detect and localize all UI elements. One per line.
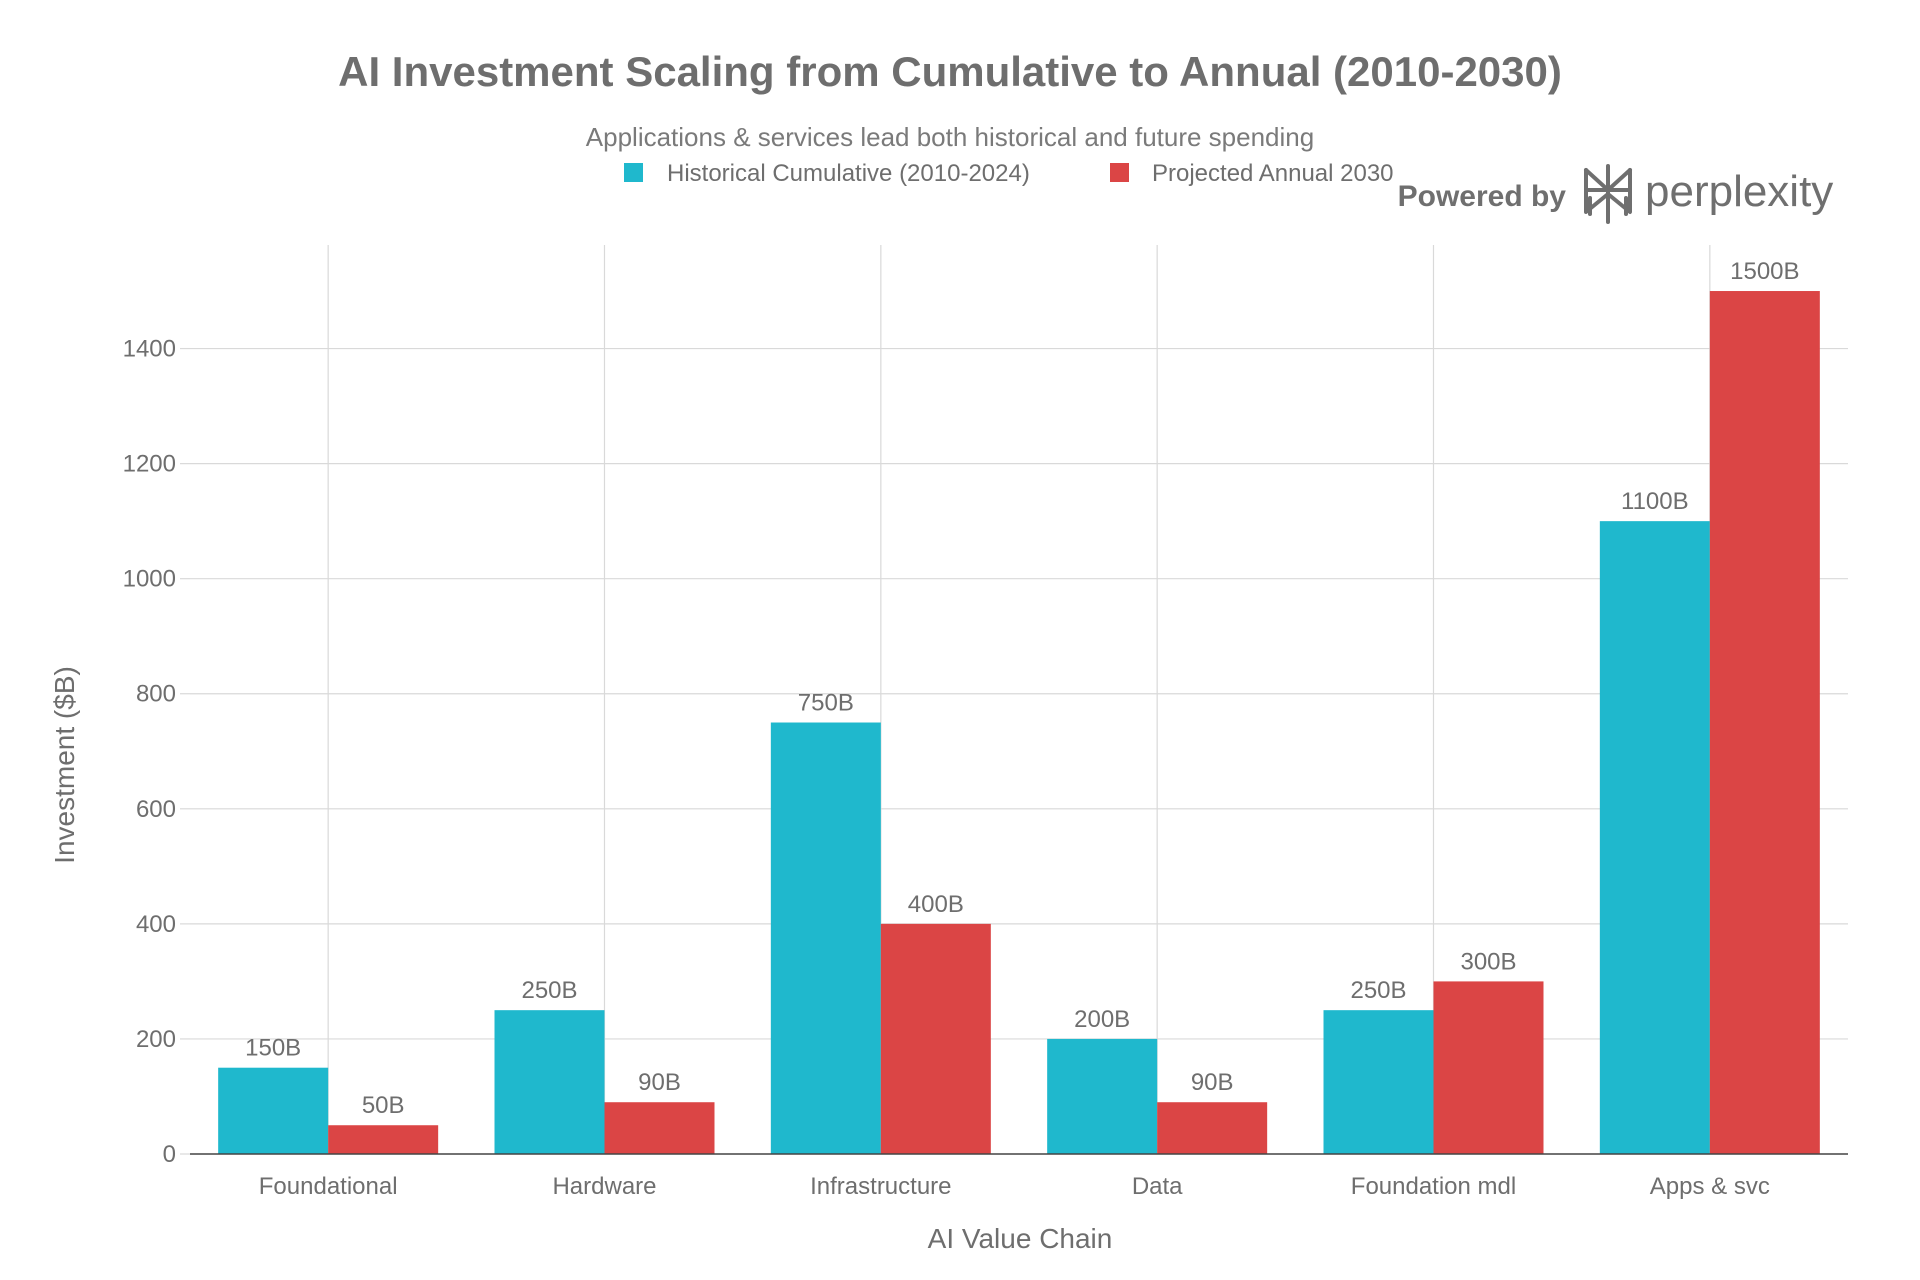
legend-label-projected: Projected Annual 2030 [1152, 160, 1394, 187]
bar-projected [604, 1102, 715, 1154]
bar-projected [880, 923, 991, 1154]
y-tick-label: 1400 [123, 336, 176, 363]
bar-historical [218, 1067, 329, 1154]
x-tick-label: Foundational [259, 1173, 398, 1200]
data-labels: 150B 50B 250B 90B 750B 400B 200B 90B 250B 300B 110… [245, 258, 1799, 1119]
x-tick-label: Data [1132, 1173, 1183, 1200]
y-tick-label: 1000 [123, 566, 176, 593]
data-label: 400B [908, 891, 964, 918]
data-label: 750B [798, 690, 854, 717]
bar-historical [1323, 1010, 1434, 1154]
bars [218, 291, 1820, 1154]
data-label: 1500B [1730, 258, 1799, 285]
legend-label-historical: Historical Cumulative (2010-2024) [667, 160, 1030, 187]
y-tick-label: 1200 [123, 451, 176, 478]
x-tick-label: Apps & svc [1650, 1173, 1770, 1200]
x-tick-label: Infrastructure [810, 1173, 951, 1200]
data-label: 200B [1074, 1006, 1130, 1033]
horizontal-gridlines [190, 347, 1848, 1040]
bar-projected [1157, 1102, 1268, 1154]
legend: Historical Cumulative (2010-2024) Projec… [624, 160, 1394, 187]
perplexity-brand-name: perplexity [1645, 167, 1833, 216]
legend-swatch-projected [1110, 163, 1129, 182]
chart-title: AI Investment Scaling from Cumulative to… [338, 48, 1562, 95]
data-label: 1100B [1621, 488, 1689, 515]
bar-historical [1047, 1038, 1158, 1154]
x-axis-ticks: Foundational Hardware Infrastructure Data Fo… [259, 1173, 1770, 1200]
y-tick-label: 200 [136, 1026, 176, 1053]
data-label: 150B [245, 1035, 301, 1062]
x-axis-title: AI Value Chain [928, 1223, 1113, 1254]
bar-historical [770, 722, 881, 1154]
perplexity-logo-icon [1584, 164, 1632, 224]
data-label: 300B [1460, 948, 1516, 975]
data-label: 90B [638, 1069, 681, 1096]
bar-projected [328, 1125, 439, 1154]
x-tick-label: Foundation mdl [1351, 1173, 1516, 1200]
y-axis-ticks: 0 200 400 600 800 1000 1200 1400 [123, 336, 190, 1168]
powered-by-perplexity: Powered by perplexity [1398, 164, 1833, 224]
y-axis-title: Investment ($B) [49, 666, 80, 864]
powered-by-text: Powered by [1398, 180, 1567, 213]
x-tick-label: Hardware [552, 1173, 656, 1200]
data-label: 90B [1191, 1069, 1234, 1096]
bar-projected [1433, 981, 1544, 1154]
bar-historical [494, 1010, 605, 1154]
bar-projected [1709, 291, 1820, 1154]
y-tick-label: 800 [136, 681, 176, 708]
chart-subtitle: Applications & services lead both histor… [586, 122, 1314, 152]
y-tick-label: 600 [136, 796, 176, 823]
data-label: 50B [362, 1092, 405, 1119]
bar-historical [1599, 521, 1710, 1154]
y-tick-label: 400 [136, 911, 176, 938]
legend-swatch-historical [624, 163, 643, 182]
data-label: 250B [521, 977, 577, 1004]
data-label: 250B [1350, 977, 1406, 1004]
y-tick-label: 0 [163, 1141, 176, 1168]
